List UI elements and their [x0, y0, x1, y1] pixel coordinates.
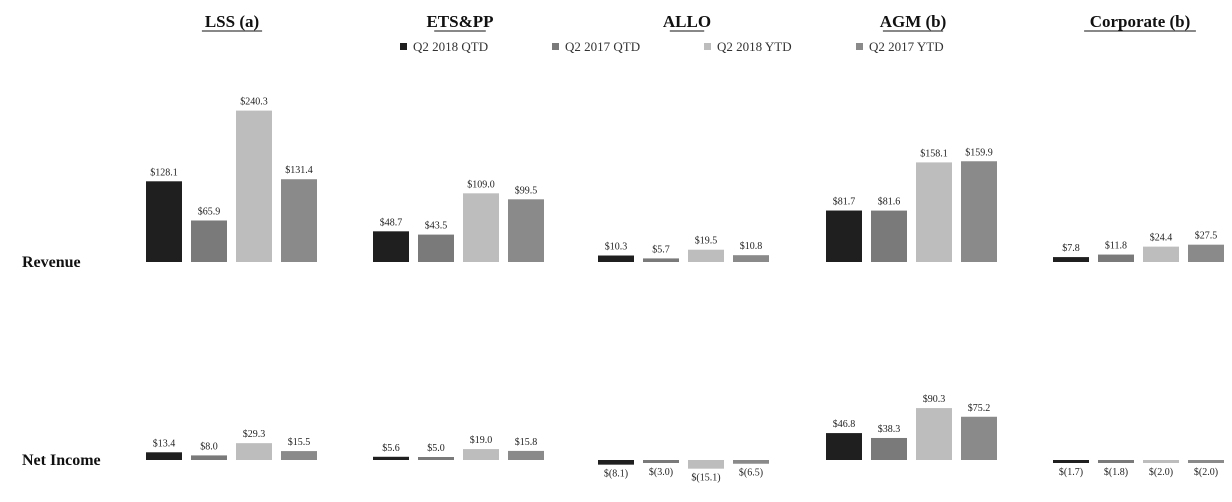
bar [733, 460, 769, 464]
bar [961, 416, 997, 460]
bar [1143, 460, 1179, 463]
data-label: $19.0 [470, 435, 493, 446]
data-label: $13.4 [153, 438, 176, 449]
data-label: $(3.0) [649, 467, 673, 478]
bar [191, 455, 227, 460]
legend-swatch [400, 43, 407, 50]
data-label: $(6.5) [739, 468, 763, 479]
segment-title: Corporate (b) [1090, 12, 1191, 31]
data-label: $(1.8) [1104, 467, 1128, 478]
data-label: $128.1 [150, 167, 178, 178]
segment-title: ALLO [663, 12, 711, 31]
bar [236, 443, 272, 460]
segment-title: LSS (a) [205, 12, 259, 31]
data-label: $131.4 [285, 165, 313, 176]
data-label: $19.5 [695, 236, 718, 247]
bar [643, 258, 679, 262]
data-label: $8.0 [200, 441, 218, 452]
legend-swatch [552, 43, 559, 50]
bar [871, 437, 907, 460]
bar [1053, 257, 1089, 262]
data-label: $(2.0) [1194, 467, 1218, 478]
data-label: $240.3 [240, 97, 268, 108]
data-label: $(8.1) [604, 469, 628, 480]
data-label: $11.8 [1105, 241, 1127, 252]
bar [418, 457, 454, 460]
bar [916, 408, 952, 460]
bar [1188, 244, 1224, 262]
legend-swatch [856, 43, 863, 50]
data-label: $38.3 [878, 424, 901, 435]
row-label: Net Income [22, 452, 101, 469]
bar [961, 161, 997, 262]
bar [373, 456, 409, 460]
legend-label: Q2 2017 YTD [869, 39, 944, 54]
data-label: $99.5 [515, 185, 538, 196]
segment-title: ETS&PP [426, 12, 493, 31]
data-label: $48.7 [380, 217, 403, 228]
bar [373, 231, 409, 262]
data-label: $43.5 [425, 221, 448, 232]
data-label: $(15.1) [691, 473, 720, 484]
bar [236, 110, 272, 263]
bar [1098, 254, 1134, 262]
data-label: $24.4 [1150, 233, 1173, 244]
data-label: $10.3 [605, 242, 628, 253]
data-label: $46.8 [833, 419, 856, 430]
bar [871, 210, 907, 262]
data-label: $29.3 [243, 429, 266, 440]
bar [463, 193, 499, 262]
data-label: $65.9 [198, 206, 221, 217]
data-label: $81.7 [833, 197, 856, 208]
bar [643, 460, 679, 463]
bar [1143, 246, 1179, 262]
data-label: $5.7 [652, 244, 670, 255]
bar [688, 460, 724, 469]
data-label: $109.0 [467, 179, 495, 190]
bar [598, 460, 634, 465]
bar [281, 451, 317, 460]
data-label: $15.5 [288, 437, 311, 448]
data-label: $7.8 [1062, 243, 1080, 254]
data-label: $158.1 [920, 148, 948, 159]
data-label: $159.9 [965, 147, 993, 158]
data-label: $10.8 [740, 241, 763, 252]
bar [1053, 460, 1089, 463]
data-label: $15.8 [515, 437, 538, 448]
bar [826, 210, 862, 262]
data-label: $5.6 [382, 443, 400, 454]
data-label: $5.0 [427, 443, 445, 454]
segment-title: AGM (b) [880, 12, 947, 31]
bar [1188, 460, 1224, 463]
bar [508, 199, 544, 262]
bar [191, 220, 227, 262]
bar [463, 449, 499, 460]
bar [146, 181, 182, 262]
bar [598, 255, 634, 262]
bar [418, 234, 454, 262]
data-label: $(1.7) [1059, 467, 1083, 478]
data-label: $90.3 [923, 394, 946, 405]
bar [733, 255, 769, 262]
data-label: $27.5 [1195, 231, 1218, 242]
row-label: Revenue [22, 254, 81, 271]
bar [916, 162, 952, 262]
data-label: $75.2 [968, 403, 991, 414]
bar [281, 179, 317, 262]
legend-label: Q2 2018 QTD [413, 39, 488, 54]
legend-label: Q2 2017 QTD [565, 39, 640, 54]
bar [508, 450, 544, 460]
data-label: $81.6 [878, 197, 901, 208]
bar [826, 433, 862, 460]
bar [688, 249, 724, 262]
legend-label: Q2 2018 YTD [717, 39, 792, 54]
bar [1098, 460, 1134, 463]
bar [146, 452, 182, 460]
data-label: $(2.0) [1149, 467, 1173, 478]
legend-swatch [704, 43, 711, 50]
